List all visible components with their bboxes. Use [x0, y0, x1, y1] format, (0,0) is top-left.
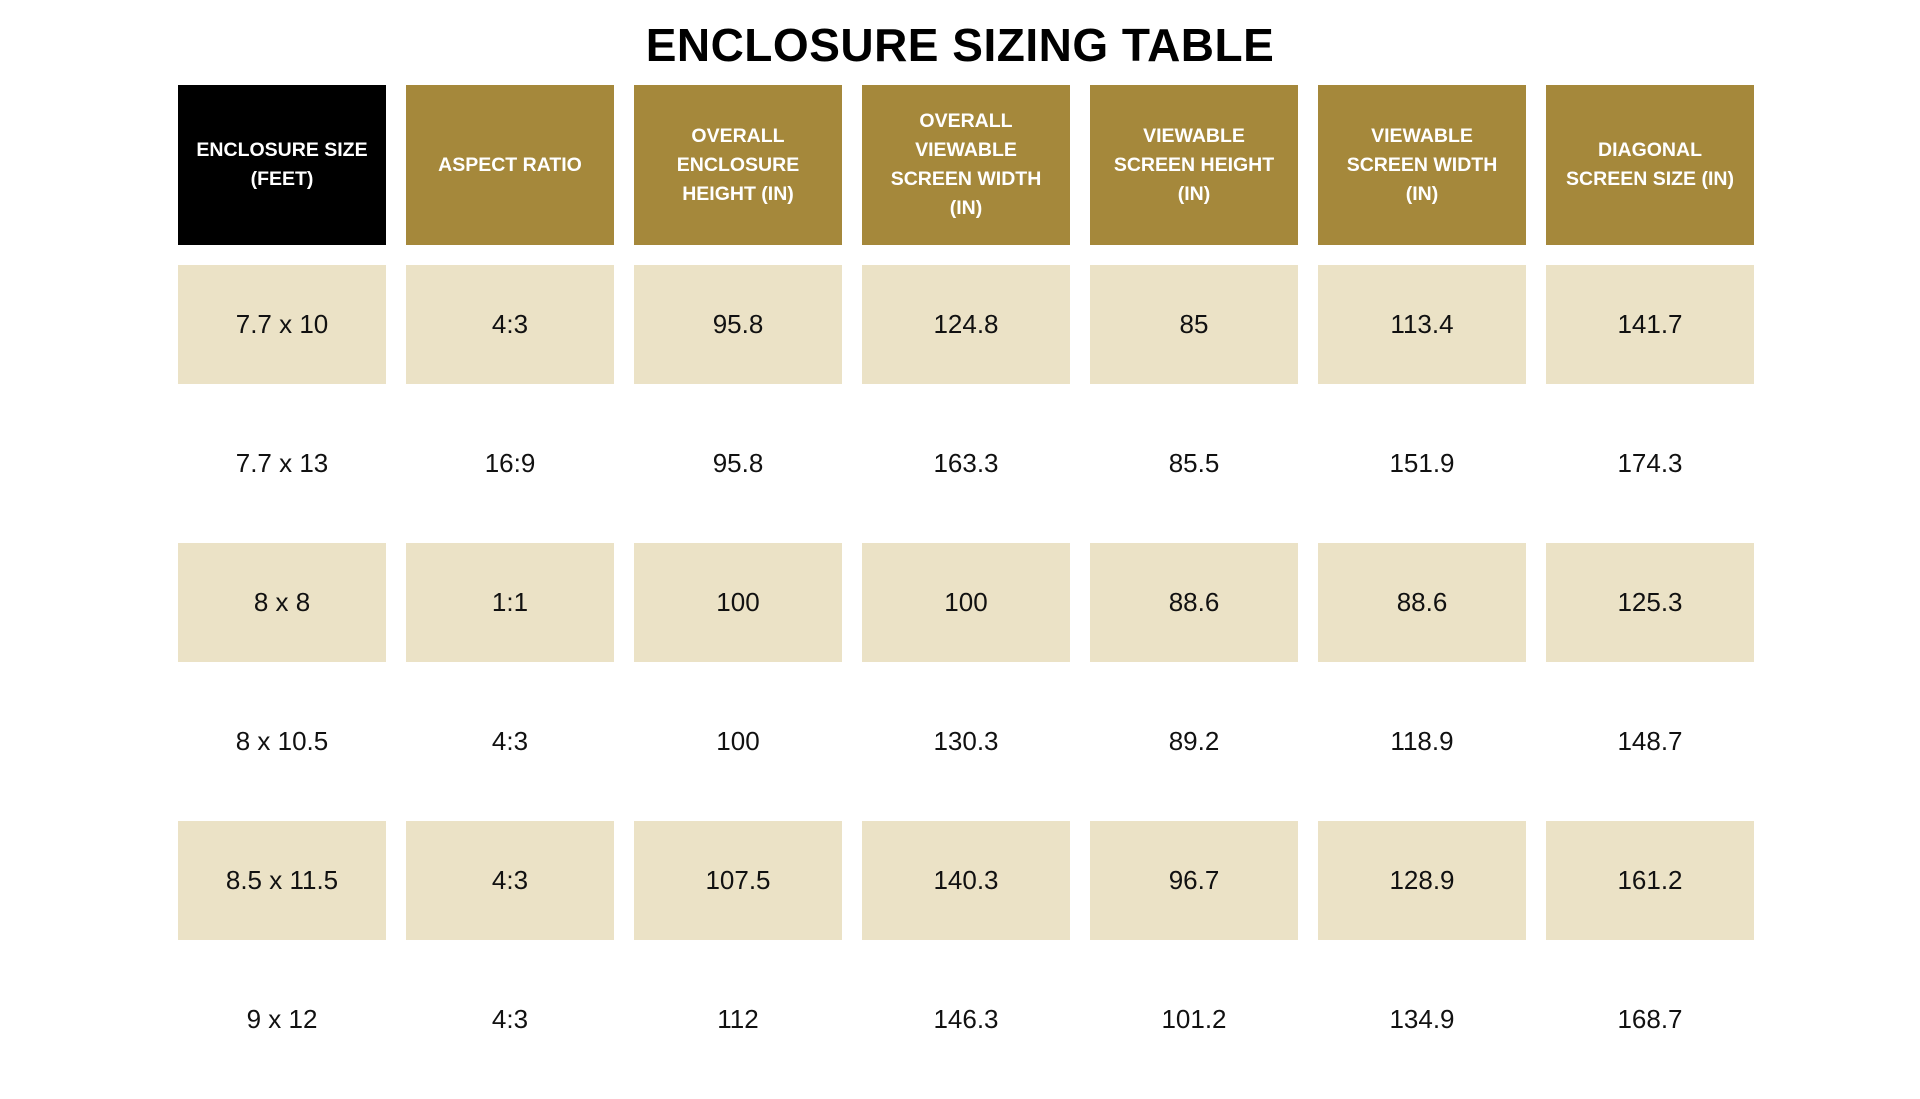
- table-cell: 100: [862, 543, 1070, 662]
- table-cell: 4:3: [406, 265, 614, 384]
- table-cell: 85.5: [1090, 404, 1298, 523]
- table-cell: 161.2: [1546, 821, 1754, 940]
- table-cell: 4:3: [406, 821, 614, 940]
- header-enclosure-size: ENCLOSURE SIZE (FEET): [178, 85, 386, 245]
- table-cell: 88.6: [1090, 543, 1298, 662]
- table-cell: 134.9: [1318, 960, 1526, 1079]
- table-cell: 174.3: [1546, 404, 1754, 523]
- table-cell: 140.3: [862, 821, 1070, 940]
- table-cell: 89.2: [1090, 682, 1298, 801]
- sizing-table: ENCLOSURE SIZE (FEET) ASPECT RATIO OVERA…: [178, 85, 1754, 1099]
- header-overall-enclosure-height: OVERALL ENCLOSURE HEIGHT (IN): [634, 85, 842, 245]
- table-cell: 8 x 8: [178, 543, 386, 662]
- table-cell: 168.7: [1546, 960, 1754, 1079]
- table-cell: 88.6: [1318, 543, 1526, 662]
- table-cell: 100: [634, 682, 842, 801]
- header-aspect-ratio: ASPECT RATIO: [406, 85, 614, 245]
- table-cell: 125.3: [1546, 543, 1754, 662]
- table-cell: 8 x 10.5: [178, 682, 386, 801]
- table-cell: 130.3: [862, 682, 1070, 801]
- table-cell: 118.9: [1318, 682, 1526, 801]
- table-cell: 113.4: [1318, 265, 1526, 384]
- header-diagonal-screen-size: DIAGONAL SCREEN SIZE (IN): [1546, 85, 1754, 245]
- table-cell: 148.7: [1546, 682, 1754, 801]
- table-cell: 124.8: [862, 265, 1070, 384]
- table-cell: 100: [634, 543, 842, 662]
- table-cell: 16:9: [406, 404, 614, 523]
- header-viewable-screen-height: VIEWABLE SCREEN HEIGHT (IN): [1090, 85, 1298, 245]
- table-cell: 95.8: [634, 404, 842, 523]
- table-cell: 163.3: [862, 404, 1070, 523]
- table-cell: 95.8: [634, 265, 842, 384]
- table-cell: 7.7 x 13: [178, 404, 386, 523]
- table-cell: 85: [1090, 265, 1298, 384]
- header-viewable-screen-width: VIEWABLE SCREEN WIDTH (IN): [1318, 85, 1526, 245]
- table-cell: 1:1: [406, 543, 614, 662]
- table-cell: 151.9: [1318, 404, 1526, 523]
- table-cell: 4:3: [406, 682, 614, 801]
- table-cell: 9 x 12: [178, 960, 386, 1079]
- table-cell: 141.7: [1546, 265, 1754, 384]
- header-overall-viewable-screen-width: OVERALL VIEWABLE SCREEN WIDTH (IN): [862, 85, 1070, 245]
- table-cell: 112: [634, 960, 842, 1079]
- table-cell: 101.2: [1090, 960, 1298, 1079]
- table-cell: 7.7 x 10: [178, 265, 386, 384]
- table-cell: 128.9: [1318, 821, 1526, 940]
- table-cell: 146.3: [862, 960, 1070, 1079]
- table-cell: 8.5 x 11.5: [178, 821, 386, 940]
- table-cell: 107.5: [634, 821, 842, 940]
- table-cell: 4:3: [406, 960, 614, 1079]
- table-cell: 96.7: [1090, 821, 1298, 940]
- page-title: ENCLOSURE SIZING TABLE: [645, 19, 1275, 71]
